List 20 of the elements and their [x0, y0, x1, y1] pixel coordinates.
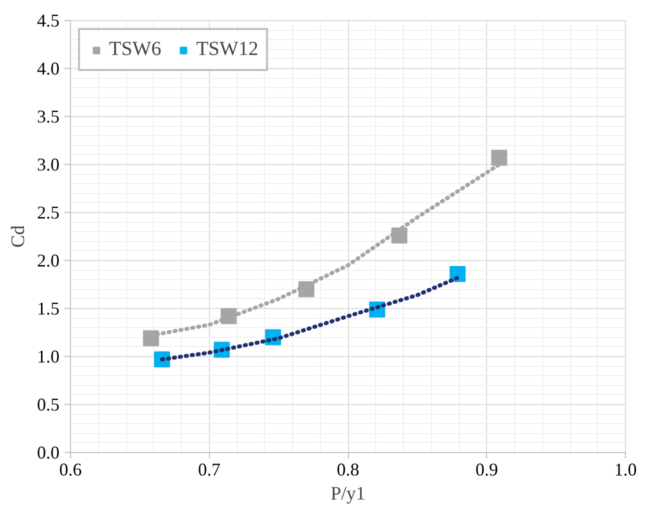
- y-tick-label: 2.0: [37, 250, 60, 270]
- x-tick-label: 0.8: [336, 460, 360, 480]
- y-tick-label: 3.5: [37, 106, 60, 126]
- legend-label: TSW6: [109, 38, 162, 61]
- y-tick-label: 0.0: [37, 442, 60, 462]
- x-tick-label: 0.6: [59, 460, 82, 480]
- y-axis-title: Cd: [8, 224, 29, 248]
- point: [491, 150, 508, 166]
- y-tick-label: 1.0: [37, 346, 60, 366]
- y-tick-label: 4.0: [37, 58, 60, 78]
- x-tick-label: 0.7: [198, 460, 220, 480]
- y-tick-label: 4.5: [37, 10, 60, 30]
- x-tick-label: 0.9: [476, 460, 498, 480]
- legend-label: TSW12: [196, 38, 258, 61]
- x-axis-title: P/y1: [330, 484, 366, 504]
- y-tick-label: 3.0: [37, 154, 60, 174]
- x-tick-label: 1.0: [614, 460, 637, 480]
- y-tick-label: 2.5: [37, 202, 60, 222]
- y-tick-label: 0.5: [37, 394, 60, 414]
- y-tick-label: 1.5: [37, 298, 60, 318]
